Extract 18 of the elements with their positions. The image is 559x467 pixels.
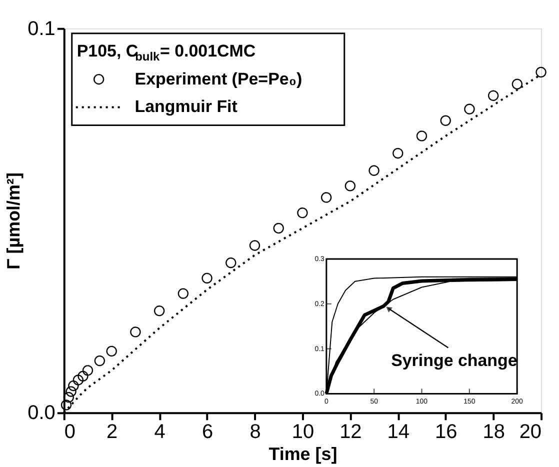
x-tick-label: 6	[202, 421, 214, 444]
legend-label: Experiment (Pe=Pe₀)	[134, 69, 302, 88]
x-tick-label: 8	[250, 421, 261, 444]
x-tick-label: 4	[154, 421, 166, 444]
x-tick-label: 12	[340, 421, 362, 444]
annotation: Syringe change	[391, 350, 518, 370]
y-axis-title: Γ [µmol/m²]	[4, 172, 24, 270]
y-tick-label: 0.1	[28, 18, 56, 40]
x-tick-label: 2	[106, 421, 118, 444]
x-tick-label: 10	[292, 421, 314, 444]
x-tick-label: 16	[435, 421, 458, 444]
x-tick-label: 20	[519, 421, 542, 444]
x-tick-label: 14	[387, 421, 410, 444]
x-tick-label: 0	[64, 421, 76, 444]
y-tick-label: 0.0	[28, 402, 56, 424]
x-tick-label: 18	[482, 421, 505, 444]
legend-label: Langmuir Fit	[134, 97, 238, 116]
x-axis-title: Time [s]	[268, 444, 338, 464]
